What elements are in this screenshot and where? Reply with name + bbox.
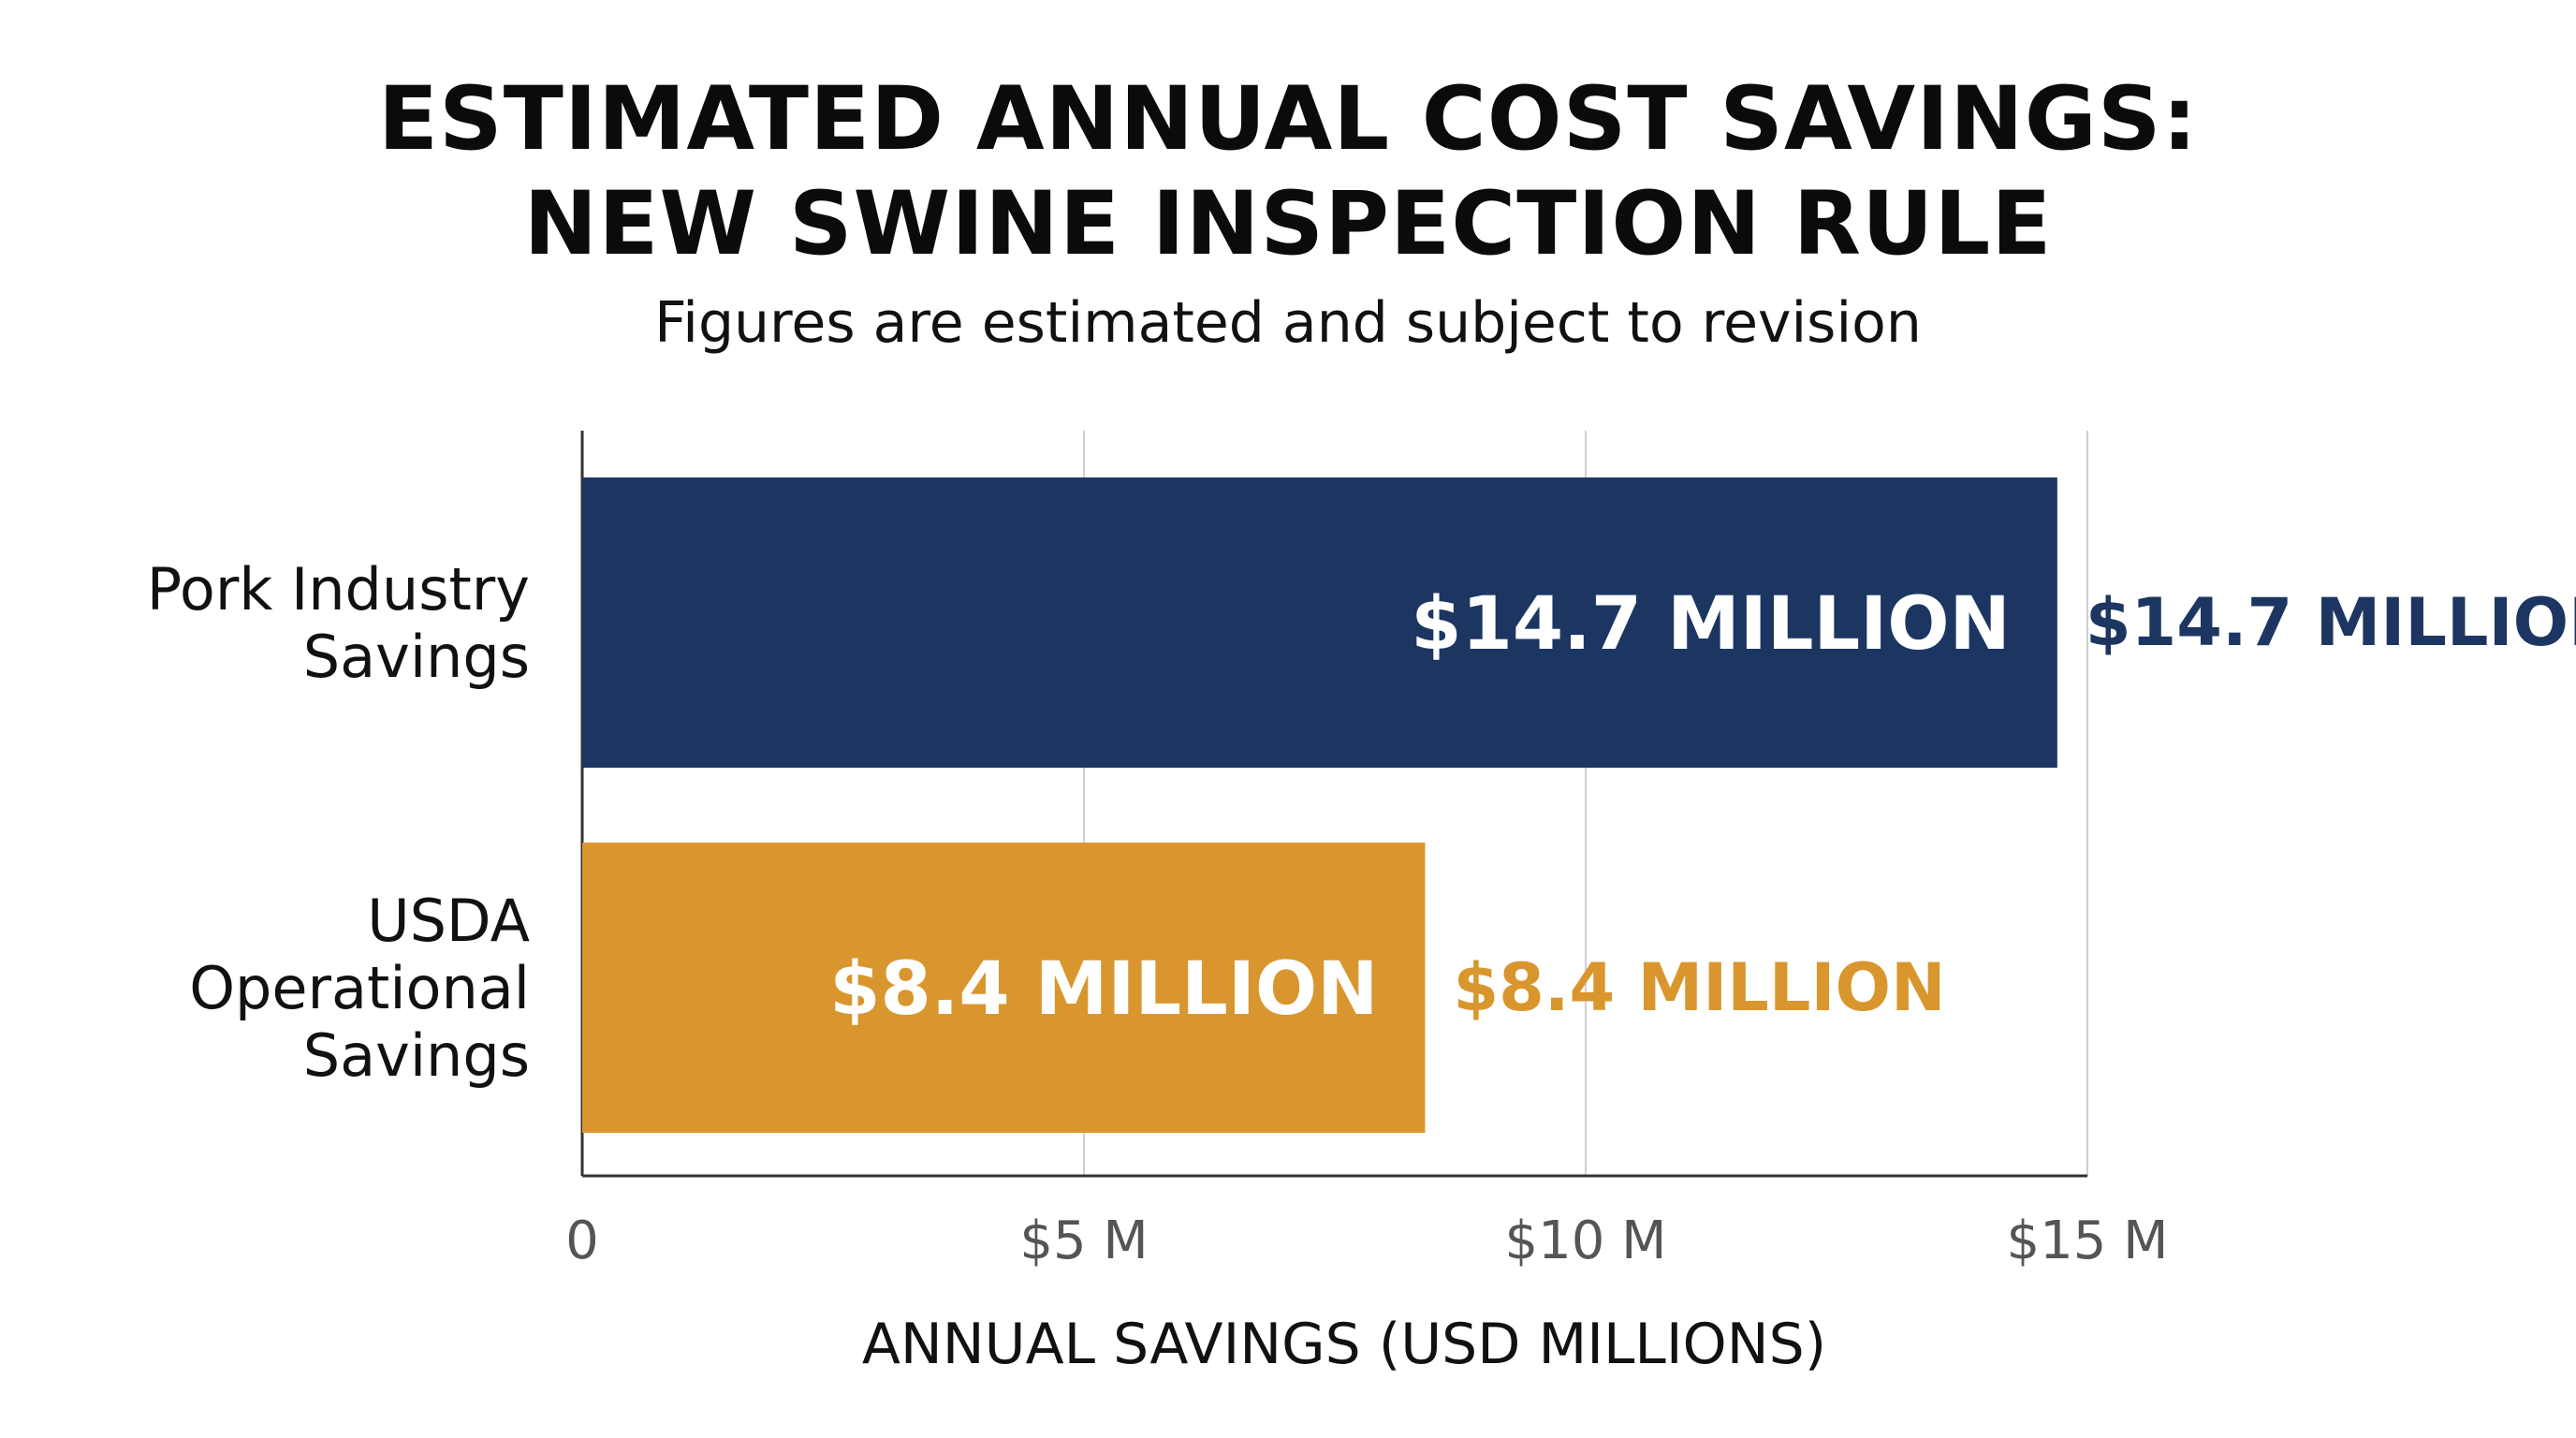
category-label-1-line-1: Operational xyxy=(189,954,530,1022)
labels: 0 $5 M $10 M $15 M $14.7 MILLION $14.7 MILLIO… xyxy=(147,555,2576,1271)
category-label-1-line-2: Savings xyxy=(303,1021,530,1090)
category-label-0: Pork Industry Savings xyxy=(147,555,530,691)
bar-label-outside-0: $14.7 MILLION xyxy=(2086,584,2576,661)
bar-0 xyxy=(582,477,2057,768)
chart-title-line-2: NEW SWINE INSPECTION RULE xyxy=(523,173,2053,275)
bar-label-inside-0: $14.7 MILLION xyxy=(1411,582,2011,667)
chart-title-line-1: ESTIMATED ANNUAL COST SAVINGS: xyxy=(377,68,2199,170)
bars xyxy=(582,477,2057,1133)
category-label-0-line-0: Pork Industry xyxy=(147,555,530,624)
x-tick-label-1: $5 M xyxy=(1019,1211,1148,1271)
x-tick-label-2: $10 M xyxy=(1504,1211,1666,1271)
bar-1 xyxy=(582,843,1426,1133)
category-label-1: USDA Operational Savings xyxy=(189,887,530,1090)
x-tick-label-0: 0 xyxy=(565,1211,599,1271)
x-axis-title: ANNUAL SAVINGS (USD MILLIONS) xyxy=(862,1312,1826,1377)
bar-label-outside-1: $8.4 MILLION xyxy=(1453,949,1945,1026)
bar-label-inside-1: $8.4 MILLION xyxy=(829,947,1378,1032)
chart-subtitle: Figures are estimated and subject to rev… xyxy=(654,290,1922,356)
category-label-1-line-0: USDA xyxy=(367,887,530,955)
category-label-0-line-1: Savings xyxy=(303,623,530,691)
x-tick-label-3: $15 M xyxy=(2006,1211,2168,1271)
